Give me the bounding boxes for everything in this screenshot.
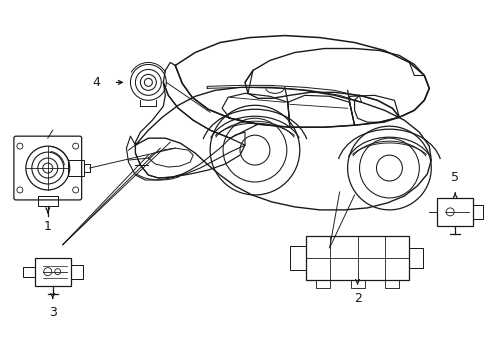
Bar (71, 265, 83, 279)
Bar (38, 196, 58, 206)
Bar (409, 248, 423, 268)
Bar (23, 267, 35, 276)
Bar (350, 280, 365, 288)
Bar (35, 258, 71, 285)
Bar (306, 236, 409, 280)
Text: 3: 3 (49, 306, 57, 319)
Text: 2: 2 (354, 292, 362, 305)
Bar (316, 280, 330, 288)
Text: 4: 4 (93, 76, 100, 89)
Text: 1: 1 (44, 220, 52, 233)
Text: 5: 5 (451, 171, 459, 184)
Bar (473, 205, 483, 219)
Bar (386, 280, 399, 288)
Bar (68, 160, 84, 176)
Bar (290, 246, 306, 270)
Bar (437, 198, 473, 226)
